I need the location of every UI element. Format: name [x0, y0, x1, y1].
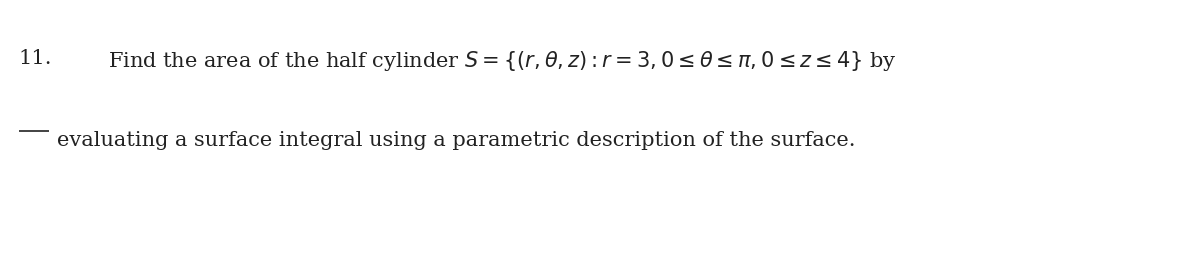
Text: 11.: 11. [19, 49, 52, 68]
Text: Find the area of the half cylinder $S = \{(r, \theta, z) : r = 3, 0 \leq \theta : Find the area of the half cylinder $S = … [108, 49, 896, 73]
Text: evaluating a surface integral using a parametric description of the surface.: evaluating a surface integral using a pa… [57, 131, 855, 150]
